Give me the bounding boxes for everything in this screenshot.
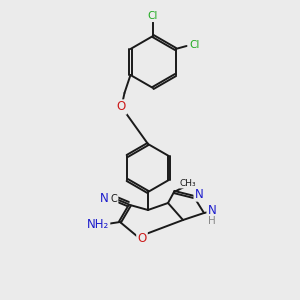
- Text: N: N: [100, 191, 108, 205]
- Text: N: N: [195, 188, 203, 200]
- Text: N: N: [208, 205, 216, 218]
- Text: CH₃: CH₃: [180, 178, 196, 188]
- Text: C: C: [111, 194, 117, 204]
- Text: Cl: Cl: [189, 40, 200, 50]
- Text: Cl: Cl: [148, 11, 158, 21]
- Text: NH₂: NH₂: [87, 218, 109, 230]
- Text: O: O: [117, 100, 126, 113]
- Text: H: H: [208, 216, 216, 226]
- Text: O: O: [137, 232, 147, 244]
